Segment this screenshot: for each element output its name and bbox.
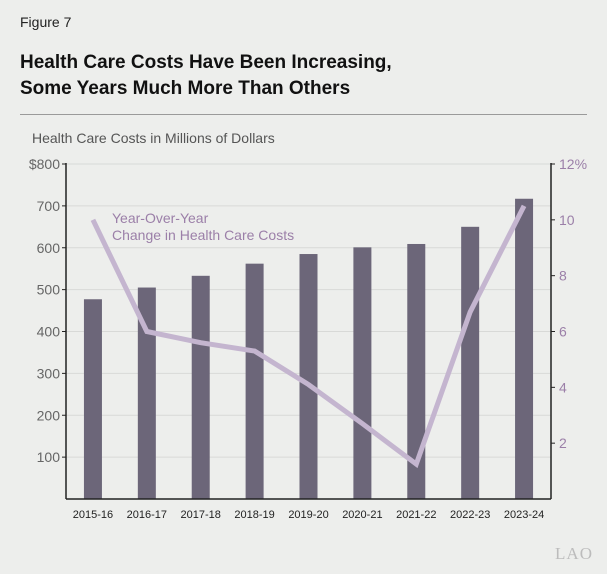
x-tick-label: 2016-17 [127,509,167,521]
x-tick-label: 2022-23 [450,509,490,521]
right-tick-label: 8 [559,268,567,284]
bar-2018-19 [245,263,264,499]
series-label-line-1: Year-Over-Year [112,210,209,226]
left-tick-label: 100 [37,449,61,465]
left-tick-label: 500 [37,282,61,298]
bar-2015-16 [83,299,102,499]
series-label-line-2: Change in Health Care Costs [112,227,294,243]
lao-logo: LAO [555,544,593,563]
left-tick-label: 300 [37,365,61,381]
left-tick-label: 700 [37,198,61,214]
y-axis-label: Health Care Costs in Millions of Dollars [32,130,275,146]
title-divider [20,114,587,115]
left-tick-label: 600 [37,240,61,256]
right-tick-label: 12% [559,156,587,172]
left-tick-label: 400 [37,324,61,340]
x-tick-label: 2018-19 [234,509,274,521]
bar-2020-21 [353,247,372,499]
title-line-2: Some Years Much More Than Others [20,78,351,99]
x-tick-label: 2023-24 [504,509,544,521]
bar-2023-24 [515,198,534,499]
bar-2021-22 [407,243,426,499]
title-line-1: Health Care Costs Have Been Increasing, [20,52,392,73]
left-tick-label: 200 [37,407,61,423]
x-tick-label: 2019-20 [288,509,328,521]
x-tick-label: 2020-21 [342,509,382,521]
left-tick-label: $800 [29,156,60,172]
figure-label: Figure 7 [20,14,72,30]
right-tick-label: 2 [559,435,567,451]
bar-2017-18 [191,275,210,499]
x-tick-label: 2021-22 [396,509,436,521]
bar-2022-23 [461,226,480,499]
right-tick-label: 10 [559,212,575,228]
right-tick-label: 4 [559,379,567,395]
right-tick-label: 6 [559,324,567,340]
bar-2016-17 [137,287,156,499]
bar-2019-20 [299,254,318,499]
chart-title: Health Care Costs Have Been Increasing, … [20,50,392,102]
x-tick-label: 2017-18 [181,509,221,521]
x-tick-label: 2015-16 [73,509,113,521]
